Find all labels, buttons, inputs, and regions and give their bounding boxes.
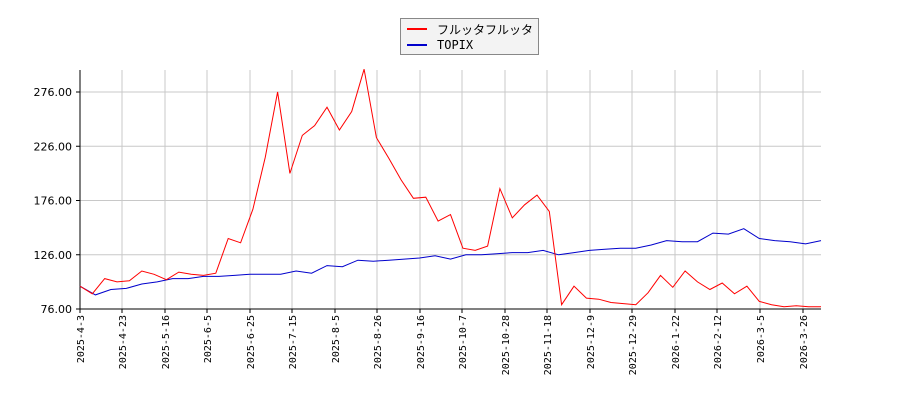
- x-tick-label: 2025-6-25: [246, 315, 257, 369]
- topix-series-line: [79, 228, 822, 296]
- legend-item-stock: フルッタフルッタ: [407, 21, 533, 37]
- y-tick-label: 176.00: [34, 195, 73, 208]
- x-tick-label: 2026-2-12: [713, 315, 724, 369]
- legend-swatch-blue: [407, 44, 427, 46]
- x-tick-label: 2025-11-18: [543, 315, 554, 375]
- x-tick-label: 2025-10-28: [501, 315, 512, 375]
- y-tick-label: 76.00: [41, 303, 73, 316]
- x-tick-labels: 2025-4-3 2025-4-23 2025-5-16 2025-6-5 2025-6…: [76, 309, 810, 375]
- legend-label-topix: TOPIX: [437, 38, 474, 52]
- x-tick-label: 2025-12-9: [586, 315, 597, 369]
- x-tick-label: 2025-4-23: [118, 315, 129, 369]
- y-tick-labels: 76.00 126.00 176.00 226.00 276.00: [34, 86, 80, 316]
- axes: [79, 70, 821, 310]
- x-tick-label: 2026-1-22: [671, 315, 682, 369]
- x-tick-label: 2025-8-26: [373, 315, 384, 369]
- x-tick-label: 2025-10-7: [458, 315, 469, 369]
- gridlines: [80, 70, 821, 309]
- y-tick-label: 226.00: [34, 140, 73, 153]
- y-tick-label: 126.00: [34, 249, 73, 262]
- x-tick-label: 2025-9-16: [416, 315, 427, 369]
- legend-swatch-red: [407, 28, 427, 30]
- y-tick-label: 276.00: [34, 86, 73, 99]
- x-tick-label: 2025-6-5: [203, 315, 214, 363]
- x-tick-label: 2025-8-5: [331, 315, 342, 363]
- x-tick-label: 2025-7-15: [288, 315, 299, 369]
- stock-series-line: [79, 69, 821, 308]
- x-tick-label: 2026-3-26: [799, 315, 810, 369]
- x-tick-label: 2025-5-16: [161, 315, 172, 369]
- x-tick-label: 2025-12-29: [628, 315, 639, 375]
- legend-label-stock: フルッタフルッタ: [437, 22, 534, 37]
- x-tick-label: 2025-4-3: [76, 315, 87, 363]
- x-tick-label: 2026-3-5: [756, 315, 767, 363]
- legend-item-topix: TOPIX: [407, 37, 473, 53]
- legend: フルッタフルッタ TOPIX: [400, 18, 539, 55]
